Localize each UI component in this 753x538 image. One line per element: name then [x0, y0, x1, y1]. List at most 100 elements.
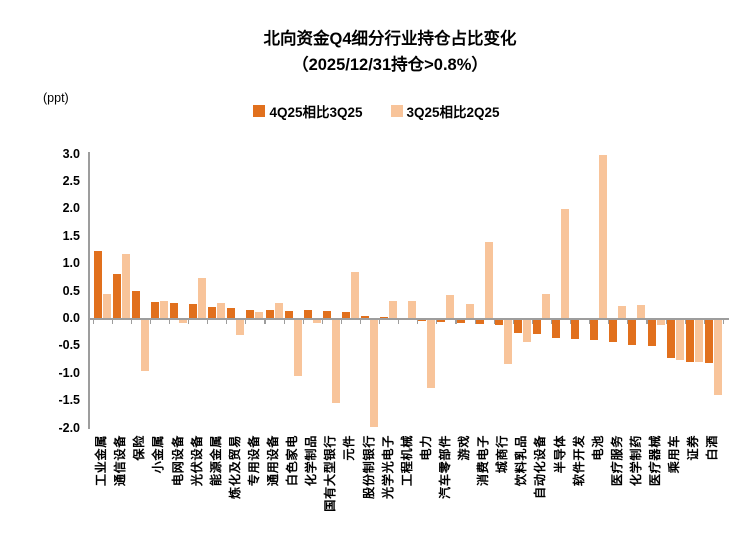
y-axis-tick-label: -1.0 — [58, 365, 80, 380]
x-axis-tick — [722, 320, 724, 324]
x-axis-tick — [111, 320, 113, 324]
x-axis-tick — [188, 320, 190, 324]
bar-4q25-vs-3q25 — [170, 302, 178, 319]
x-axis-tick — [321, 320, 323, 324]
x-axis-tick — [340, 320, 342, 324]
y-axis-tick-label: 2.0 — [62, 201, 80, 216]
x-axis-category-label: 白色家电 — [285, 435, 300, 487]
x-axis-line — [88, 318, 729, 320]
bar-4q25-vs-3q25 — [246, 309, 255, 319]
bar-3q25-vs-2q25 — [484, 242, 493, 319]
bar-4q25-vs-3q25 — [265, 310, 274, 319]
x-axis-category-label: 能源金属 — [208, 435, 223, 487]
x-axis-tick — [646, 320, 648, 324]
y-axis-line — [88, 152, 90, 429]
bar-3q25-vs-2q25 — [198, 277, 207, 319]
bar-4q25-vs-3q25 — [532, 319, 541, 335]
bar-3q25-vs-2q25 — [637, 304, 646, 319]
x-axis-tick — [703, 320, 705, 324]
chart-title-line2: （2025/12/31持仓>0.8%） — [292, 56, 488, 74]
x-axis-tick — [627, 320, 629, 324]
x-axis-category-label: 保险 — [132, 435, 147, 461]
x-axis-category-label: 小金属 — [151, 435, 166, 474]
x-axis-category-label: 工业金属 — [94, 435, 109, 487]
bar-3q25-vs-2q25 — [427, 319, 436, 388]
x-axis-tick — [245, 320, 247, 324]
x-axis-tick — [417, 320, 419, 324]
x-axis-tick — [149, 320, 151, 324]
bar-3q25-vs-2q25 — [618, 305, 627, 319]
bar-4q25-vs-3q25 — [628, 319, 637, 346]
x-axis-tick — [264, 320, 266, 324]
bar-4q25-vs-3q25 — [93, 250, 102, 319]
x-axis-tick — [436, 320, 438, 324]
y-axis-tick-label: 0.0 — [62, 311, 80, 325]
x-axis-category-label: 证券 — [686, 435, 701, 461]
legend-item-4q25: 4Q25相比3Q25 — [253, 101, 363, 121]
x-axis-category-label: 消费电子 — [476, 435, 491, 487]
bar-3q25-vs-2q25 — [561, 209, 569, 319]
x-axis-category-label: 电池 — [590, 435, 605, 461]
bar-3q25-vs-2q25 — [446, 294, 455, 319]
x-axis-tick — [474, 320, 476, 324]
x-axis-tick — [608, 320, 610, 324]
bar-4q25-vs-3q25 — [284, 310, 293, 319]
bar-3q25-vs-2q25 — [255, 311, 264, 319]
x-axis-tick — [493, 320, 495, 324]
y-axis-tick-label: 1.0 — [62, 256, 80, 271]
bar-3q25-vs-2q25 — [331, 319, 340, 403]
x-axis-category-label: 城商行 — [495, 435, 510, 474]
bar-4q25-vs-3q25 — [361, 315, 369, 319]
bar-4q25-vs-3q25 — [341, 311, 350, 319]
bar-3q25-vs-2q25 — [389, 300, 398, 319]
bar-4q25-vs-3q25 — [494, 319, 503, 326]
x-axis-category-label: 股份制银行 — [361, 435, 376, 499]
bar-4q25-vs-3q25 — [303, 310, 312, 319]
x-axis-category-label: 化学制品 — [304, 435, 319, 487]
x-axis-tick — [398, 320, 400, 324]
x-axis-tick — [455, 320, 457, 324]
bar-3q25-vs-2q25 — [503, 319, 512, 364]
bar-3q25-vs-2q25 — [522, 319, 531, 343]
bar-3q25-vs-2q25 — [408, 301, 417, 319]
bar-3q25-vs-2q25 — [713, 319, 722, 396]
x-axis-category-label: 炼化及贸易 — [227, 435, 242, 499]
x-axis-tick — [92, 320, 94, 324]
bar-4q25-vs-3q25 — [112, 274, 121, 319]
bar-4q25-vs-3q25 — [609, 319, 618, 343]
bar-3q25-vs-2q25 — [274, 302, 283, 319]
x-axis-category-label: 电力 — [418, 435, 433, 461]
bar-3q25-vs-2q25 — [217, 303, 226, 319]
x-axis-category-label: 电网设备 — [170, 435, 185, 487]
chart-title-line1: 北向资金Q4细分行业持仓占比变化 — [263, 30, 517, 48]
y-axis-tick-label: -0.5 — [58, 338, 80, 353]
x-axis-category-label: 自动化设备 — [533, 435, 548, 499]
x-axis-category-label: 汽车零部件 — [437, 435, 452, 499]
bar-4q25-vs-3q25 — [666, 319, 675, 359]
x-axis-category-label: 医疗器械 — [648, 435, 662, 487]
bar-4q25-vs-3q25 — [131, 290, 140, 319]
bar-4q25-vs-3q25 — [552, 319, 560, 339]
bar-3q25-vs-2q25 — [159, 301, 168, 319]
bar-3q25-vs-2q25 — [656, 319, 665, 326]
bar-3q25-vs-2q25 — [140, 319, 149, 372]
x-axis-tick — [207, 320, 209, 324]
bar-3q25-vs-2q25 — [102, 294, 111, 319]
bar-4q25-vs-3q25 — [475, 319, 484, 325]
x-axis-category-label: 医疗服务 — [609, 435, 624, 487]
bar-4q25-vs-3q25 — [322, 310, 331, 319]
bar-3q25-vs-2q25 — [350, 272, 359, 319]
y-axis-tick-label: 0.5 — [62, 283, 80, 298]
y-axis-tick-label: -2.0 — [58, 420, 80, 435]
y-axis-unit-label: (ppt) — [43, 91, 69, 105]
bar-3q25-vs-2q25 — [541, 294, 550, 319]
x-axis-tick — [302, 320, 304, 324]
legend-swatch-dark-icon — [253, 105, 266, 117]
x-axis-tick — [684, 320, 686, 324]
x-axis-tick — [589, 320, 591, 324]
bar-3q25-vs-2q25 — [236, 319, 245, 335]
bar-3q25-vs-2q25 — [599, 154, 608, 319]
x-axis-tick — [226, 320, 228, 324]
y-axis-tick-label: 2.5 — [62, 174, 80, 188]
